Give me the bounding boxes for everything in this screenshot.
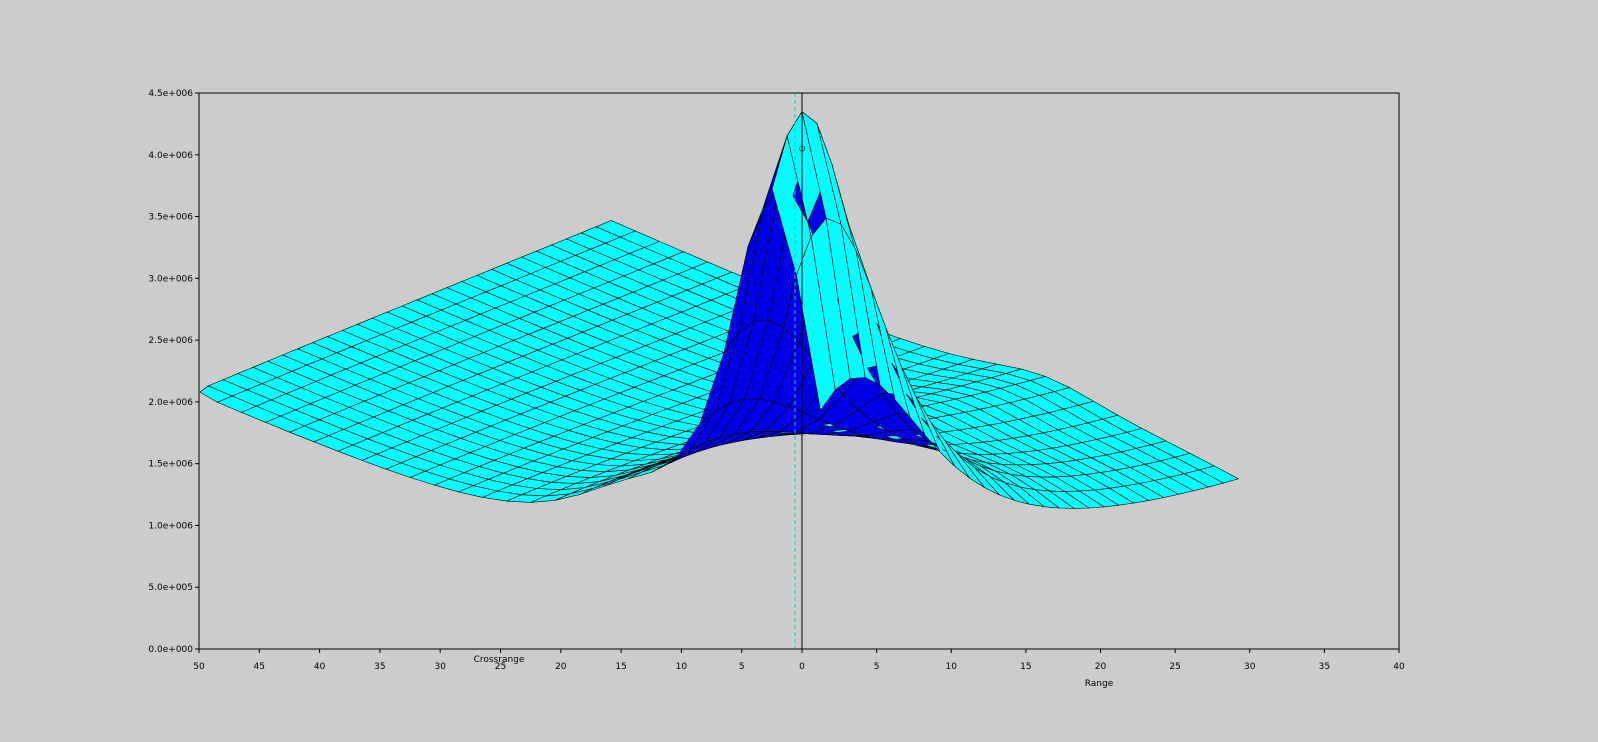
range-tick-label: 30 — [1244, 662, 1256, 672]
range-tick-label: 20 — [1095, 662, 1107, 672]
plot-border — [198, 92, 1400, 650]
crossrange-tick-label: 10 — [676, 662, 688, 672]
range-tick-label: 40 — [1393, 662, 1405, 672]
z-tick-label: 0.0e+000 — [148, 645, 193, 655]
crossrange-axis-ticks: 50 45 40 35 30 25 20 15 10 5 0 — [193, 649, 805, 672]
range-tick-label: 15 — [1020, 662, 1031, 672]
z-tick-label: 1.0e+006 — [148, 521, 193, 531]
z-tick-label: 5.0e+005 — [148, 583, 193, 593]
crossrange-tick-label: 5 — [739, 662, 745, 672]
range-axis-ticks: 5 10 15 20 25 30 35 40 — [874, 649, 1405, 672]
crossrange-axis-label: Crossrange — [474, 655, 525, 665]
z-tick-label: 4.0e+006 — [148, 151, 193, 161]
crossrange-tick-label: 45 — [254, 662, 265, 672]
crossrange-tick-label: 35 — [374, 662, 385, 672]
z-tick-label: 2.0e+006 — [148, 398, 193, 408]
z-tick-label: 4.5e+006 — [148, 89, 193, 99]
range-axis-label: Range — [1085, 679, 1114, 689]
z-axis-ticks: 0.0e+000 5.0e+005 1.0e+006 1.5e+006 2.0e+006… — [148, 89, 199, 655]
range-tick-label: 25 — [1169, 662, 1180, 672]
crossrange-tick-label: 20 — [555, 662, 567, 672]
z-tick-label: 3.0e+006 — [148, 274, 193, 284]
crossrange-tick-label: 50 — [193, 662, 205, 672]
crossrange-tick-label: 15 — [615, 662, 626, 672]
crossrange-tick-label: 25 — [495, 662, 506, 672]
surface-layer — [199, 110, 1240, 509]
z-tick-label: 1.5e+006 — [148, 460, 193, 470]
crossrange-tick-label: 0 — [799, 662, 805, 672]
crossrange-tick-label: 30 — [434, 662, 446, 672]
surface-cell — [1198, 465, 1240, 484]
z-tick-label: 2.5e+006 — [148, 336, 193, 346]
range-tick-label: 5 — [874, 662, 880, 672]
range-tick-label: 10 — [946, 662, 958, 672]
range-tick-label: 35 — [1319, 662, 1330, 672]
crossrange-tick-label: 40 — [314, 662, 326, 672]
plot-frame — [198, 92, 1400, 650]
z-tick-label: 3.5e+006 — [148, 213, 193, 223]
